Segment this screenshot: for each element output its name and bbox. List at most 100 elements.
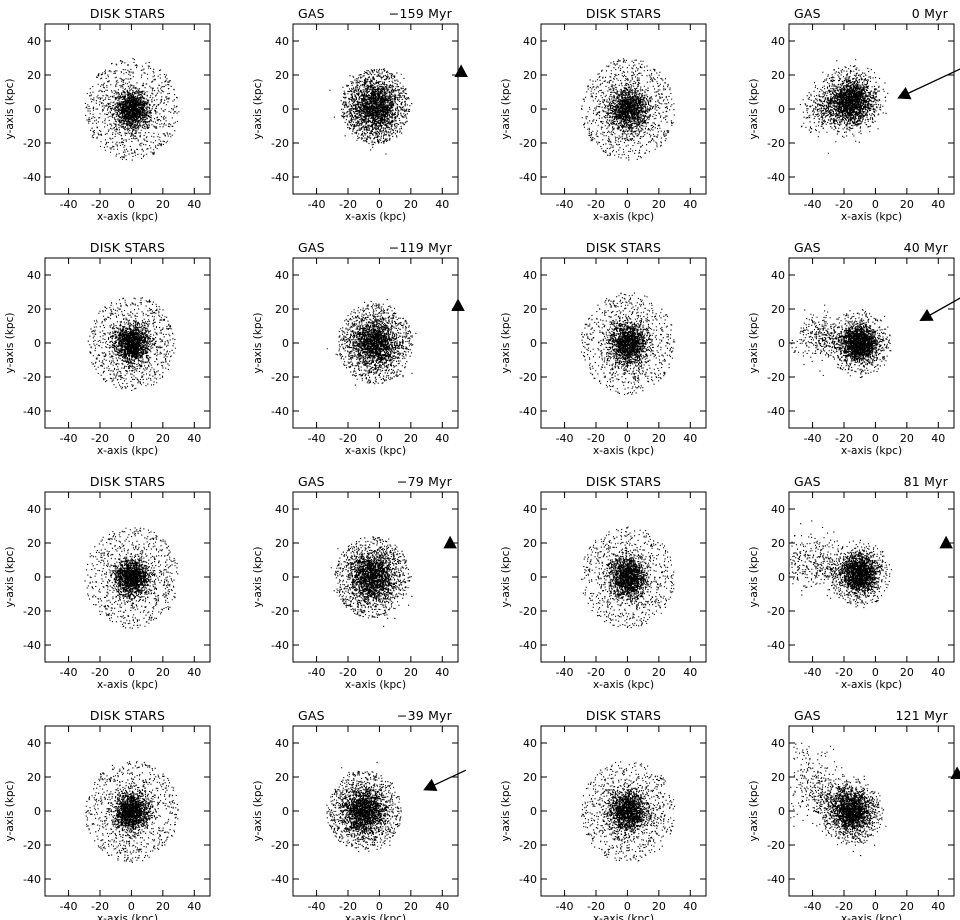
x-tick-label: -40 (60, 666, 78, 679)
panel-title-stars: DISK STARS (90, 6, 165, 21)
x-tick-label: 0 (872, 432, 879, 445)
marker-triangle (423, 778, 438, 791)
y-tick-label: -40 (23, 639, 41, 652)
panel-title-stars: DISK STARS (90, 474, 165, 489)
x-tick-label: -40 (804, 900, 822, 913)
x-tick-label: 40 (931, 432, 945, 445)
scatter-dots (789, 732, 887, 857)
y-tick-label: -40 (767, 639, 785, 652)
companion-marker (451, 298, 465, 311)
x-tick-label: -40 (556, 666, 574, 679)
scatter-dots (326, 299, 417, 386)
y-tick-label: 20 (275, 771, 289, 784)
panel-time-label: −39 Myr (397, 708, 453, 723)
x-tick-label: -20 (91, 432, 109, 445)
marker-triangle (451, 298, 465, 311)
x-axis-label: x-axis (kpc) (593, 913, 654, 920)
y-tick-label: 20 (523, 537, 537, 550)
x-tick-label: -40 (804, 666, 822, 679)
y-axis-label: y-axis (kpc) (500, 313, 512, 374)
panel-title-stars: DISK STARS (586, 474, 661, 489)
y-tick-label: 20 (27, 303, 41, 316)
panel-10: GAS −79 Myr -40 -20 0 20 40 -40 -20 0 20 40 x-axis (… (252, 474, 459, 691)
x-axis-label: x-axis (kpc) (593, 211, 654, 223)
x-tick-label: -40 (60, 198, 78, 211)
y-tick-label: -20 (767, 605, 785, 618)
y-tick-label: 40 (523, 503, 537, 516)
x-tick-label: 40 (435, 432, 449, 445)
scatter-dots (581, 58, 675, 161)
x-tick-label: -20 (835, 900, 853, 913)
scatter-points (87, 297, 176, 391)
companion-marker (423, 769, 467, 791)
marker-triangle (897, 87, 912, 100)
x-tick-label: 0 (872, 900, 879, 913)
y-tick-label: 0 (34, 805, 41, 818)
marker-triangle (950, 766, 960, 779)
y-tick-label: 0 (778, 571, 785, 584)
x-tick-label: 40 (683, 900, 697, 913)
x-tick-label: 0 (376, 432, 383, 445)
y-axis-label: y-axis (kpc) (4, 313, 16, 374)
x-axis-label: x-axis (kpc) (593, 679, 654, 691)
y-tick-label: -40 (23, 171, 41, 184)
x-tick-label: 40 (187, 198, 201, 211)
y-tick-label: 20 (771, 303, 785, 316)
y-tick-label: 40 (275, 503, 289, 516)
x-tick-label: 40 (683, 666, 697, 679)
companion-marker (950, 766, 960, 779)
marker-triangle (454, 64, 468, 77)
x-tick-label: 0 (376, 666, 383, 679)
y-tick-label: 20 (523, 771, 537, 784)
x-tick-label: -40 (308, 666, 326, 679)
panel-3: DISK STARS -40 -20 0 20 40 -40 -20 0 20 40 x-axis (… (500, 6, 707, 223)
x-tick-label: -20 (339, 432, 357, 445)
scatter-dots (84, 58, 180, 161)
y-tick-label: -40 (519, 873, 537, 886)
companion-marker (454, 64, 468, 77)
x-tick-label: -20 (835, 198, 853, 211)
x-tick-label: -20 (835, 666, 853, 679)
y-axis-label: y-axis (kpc) (500, 79, 512, 140)
panel-time-label: 40 Myr (904, 240, 949, 255)
x-tick-label: 40 (931, 900, 945, 913)
x-tick-label: 0 (872, 666, 879, 679)
x-axis-label: x-axis (kpc) (97, 913, 158, 920)
y-tick-label: 0 (530, 805, 537, 818)
y-tick-label: 20 (771, 69, 785, 82)
companion-marker (919, 297, 960, 321)
y-tick-label: 0 (282, 571, 289, 584)
x-tick-label: 20 (156, 666, 170, 679)
y-tick-label: 0 (530, 571, 537, 584)
x-tick-label: 20 (156, 432, 170, 445)
panel-title-stars: DISK STARS (586, 6, 661, 21)
scatter-points (789, 732, 887, 857)
marker-triangle (939, 535, 953, 549)
marker-triangle (919, 309, 934, 321)
scatter-dots (789, 520, 892, 609)
scatter-points (329, 68, 413, 155)
panel-time-label: −79 Myr (397, 474, 453, 489)
x-tick-label: -20 (835, 432, 853, 445)
x-tick-label: 0 (128, 900, 135, 913)
panel-6: GAS −119 Myr -40 -20 0 20 40 -40 -20 0 20 40 x-axis … (252, 240, 465, 457)
y-tick-label: 40 (771, 35, 785, 48)
y-tick-label: 20 (275, 537, 289, 550)
x-tick-label: 40 (435, 900, 449, 913)
x-tick-label: 0 (128, 666, 135, 679)
y-tick-label: 40 (275, 269, 289, 282)
y-tick-label: 0 (778, 103, 785, 116)
y-axis-label: y-axis (kpc) (748, 79, 760, 140)
scatter-points (85, 761, 179, 863)
x-axis-label: x-axis (kpc) (345, 679, 406, 691)
scatter-dots (580, 526, 675, 629)
y-tick-label: -20 (23, 137, 41, 150)
scatter-points (84, 527, 179, 629)
y-tick-label: 20 (771, 771, 785, 784)
x-tick-label: 20 (156, 198, 170, 211)
y-tick-label: -20 (23, 605, 41, 618)
x-tick-label: -40 (60, 900, 78, 913)
x-tick-label: 20 (652, 666, 666, 679)
y-tick-label: 0 (778, 805, 785, 818)
x-tick-label: -40 (556, 900, 574, 913)
